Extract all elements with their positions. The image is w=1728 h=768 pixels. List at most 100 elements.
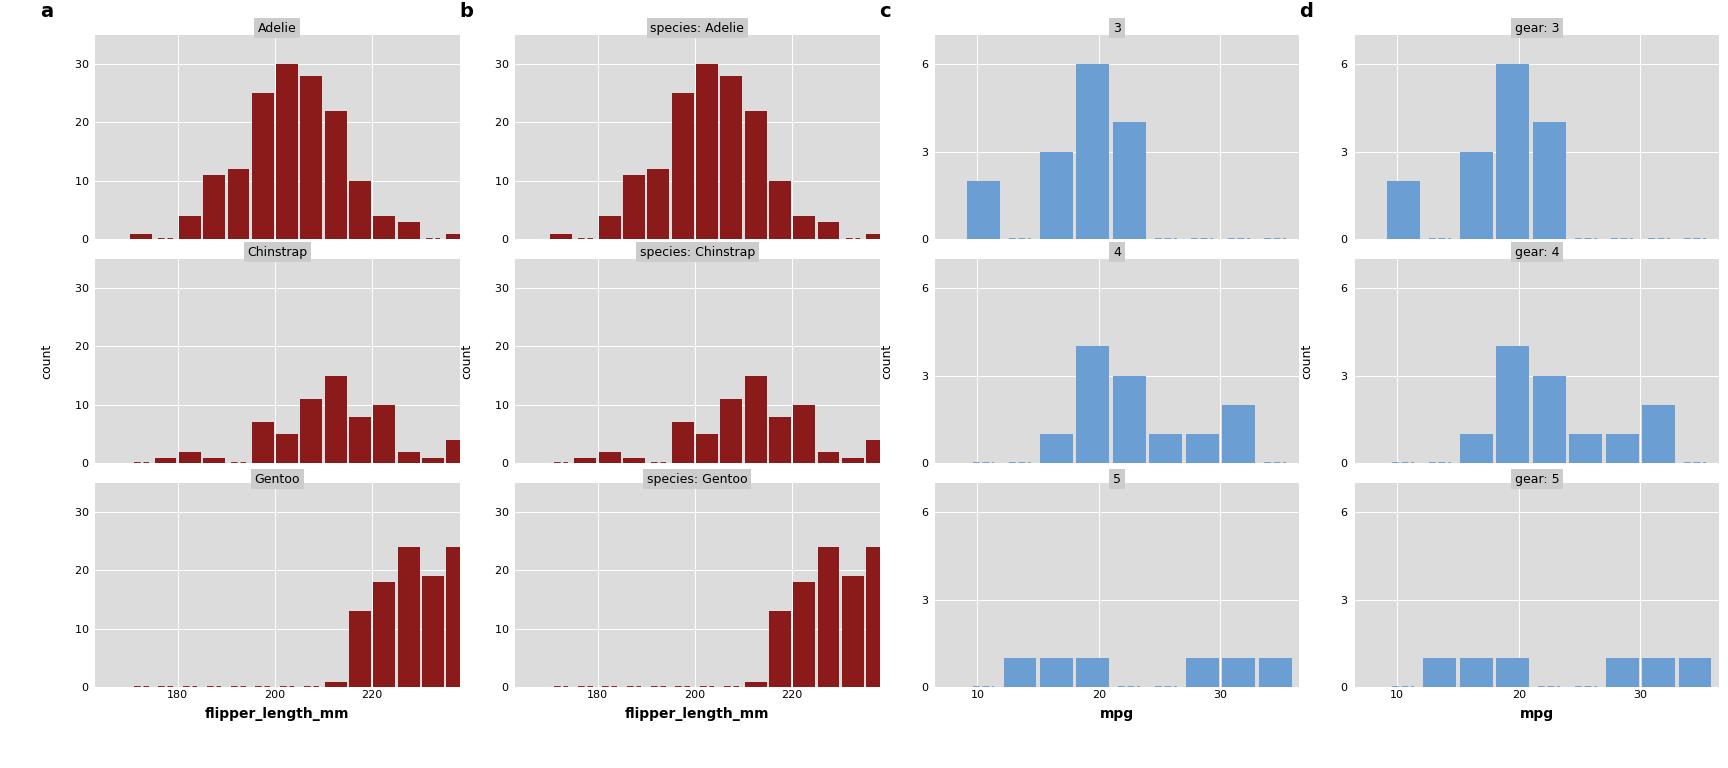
- Bar: [130, 233, 152, 240]
- Bar: [1222, 405, 1255, 463]
- Bar: [422, 458, 444, 463]
- Bar: [1040, 151, 1073, 240]
- Bar: [721, 399, 743, 463]
- Title: species: Adelie: species: Adelie: [650, 22, 745, 35]
- Bar: [866, 547, 888, 687]
- Title: 4: 4: [1113, 246, 1121, 259]
- Bar: [793, 216, 816, 240]
- Title: Adelie: Adelie: [257, 22, 297, 35]
- Text: c: c: [880, 2, 892, 21]
- Bar: [204, 175, 225, 240]
- Bar: [1077, 658, 1109, 687]
- Bar: [1605, 434, 1638, 463]
- Text: count: count: [880, 343, 893, 379]
- Bar: [914, 664, 937, 687]
- Bar: [470, 634, 492, 687]
- Bar: [696, 434, 717, 463]
- Bar: [1424, 658, 1457, 687]
- Bar: [276, 434, 297, 463]
- Bar: [276, 64, 297, 240]
- Bar: [1149, 434, 1182, 463]
- Bar: [1496, 64, 1529, 240]
- Bar: [793, 582, 816, 687]
- Bar: [1533, 122, 1566, 240]
- Bar: [397, 547, 420, 687]
- Bar: [1077, 64, 1109, 240]
- Bar: [624, 175, 645, 240]
- Bar: [696, 64, 717, 240]
- Bar: [325, 111, 347, 240]
- Text: count: count: [460, 343, 473, 379]
- Bar: [1496, 346, 1529, 463]
- Bar: [518, 629, 541, 687]
- Bar: [349, 180, 372, 240]
- Bar: [397, 222, 420, 240]
- X-axis label: mpg: mpg: [1101, 707, 1134, 721]
- Bar: [600, 216, 620, 240]
- Bar: [769, 180, 791, 240]
- Bar: [1678, 658, 1711, 687]
- Bar: [672, 93, 693, 240]
- Text: count: count: [40, 343, 54, 379]
- Bar: [252, 93, 273, 240]
- Bar: [204, 458, 225, 463]
- Text: d: d: [1299, 2, 1313, 21]
- Bar: [1185, 434, 1218, 463]
- Bar: [769, 611, 791, 687]
- Bar: [1077, 346, 1109, 463]
- X-axis label: flipper_length_mm: flipper_length_mm: [206, 707, 349, 721]
- Bar: [397, 452, 420, 463]
- Bar: [672, 422, 693, 463]
- Bar: [648, 169, 669, 240]
- Bar: [349, 416, 372, 463]
- Bar: [1113, 122, 1146, 240]
- Bar: [968, 180, 1001, 240]
- Bar: [817, 222, 840, 240]
- Bar: [1040, 434, 1073, 463]
- Bar: [252, 422, 273, 463]
- Bar: [154, 458, 176, 463]
- Bar: [228, 169, 249, 240]
- Bar: [745, 376, 767, 463]
- Bar: [890, 634, 912, 687]
- Bar: [769, 416, 791, 463]
- Bar: [600, 452, 620, 463]
- Bar: [1605, 658, 1638, 687]
- Bar: [180, 452, 200, 463]
- Bar: [422, 576, 444, 687]
- Bar: [866, 440, 888, 463]
- Text: b: b: [460, 2, 473, 21]
- X-axis label: flipper_length_mm: flipper_length_mm: [626, 707, 769, 721]
- Bar: [180, 216, 200, 240]
- Bar: [1040, 658, 1073, 687]
- Bar: [301, 399, 323, 463]
- Bar: [446, 233, 468, 240]
- Title: species: Gentoo: species: Gentoo: [646, 472, 748, 485]
- Bar: [1222, 658, 1255, 687]
- Bar: [1569, 434, 1602, 463]
- Bar: [1642, 405, 1674, 463]
- Text: count: count: [1299, 343, 1313, 379]
- Bar: [373, 405, 396, 463]
- Bar: [842, 458, 864, 463]
- Title: gear: 3: gear: 3: [1515, 22, 1559, 35]
- Bar: [866, 233, 888, 240]
- Bar: [446, 547, 468, 687]
- Bar: [373, 582, 396, 687]
- Bar: [745, 681, 767, 687]
- Title: gear: 4: gear: 4: [1515, 246, 1559, 259]
- Bar: [446, 440, 468, 463]
- Bar: [1388, 180, 1420, 240]
- Bar: [1460, 658, 1493, 687]
- Title: Chinstrap: Chinstrap: [247, 246, 308, 259]
- Bar: [325, 681, 347, 687]
- Title: species: Chinstrap: species: Chinstrap: [639, 246, 755, 259]
- Title: gear: 5: gear: 5: [1515, 472, 1559, 485]
- Bar: [494, 664, 517, 687]
- Bar: [817, 452, 840, 463]
- Title: 5: 5: [1113, 472, 1121, 485]
- Bar: [1258, 658, 1291, 687]
- Bar: [1496, 658, 1529, 687]
- Bar: [793, 405, 816, 463]
- Title: 3: 3: [1113, 22, 1121, 35]
